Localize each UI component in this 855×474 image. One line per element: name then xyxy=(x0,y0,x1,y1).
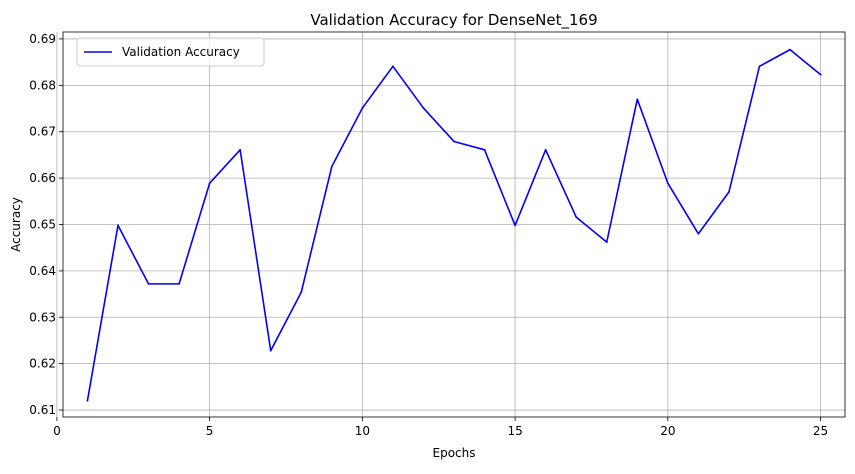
data-point xyxy=(605,241,608,244)
x-tick-label: 25 xyxy=(813,424,828,438)
data-point xyxy=(544,148,547,151)
data-point xyxy=(728,191,730,193)
y-tick-label: 0.61 xyxy=(29,403,56,417)
chart-title: Validation Accuracy for DenseNet_169 xyxy=(310,11,597,30)
series-line xyxy=(86,48,822,401)
y-tick-label: 0.63 xyxy=(29,310,56,324)
y-tick-label: 0.67 xyxy=(29,125,56,139)
data-point xyxy=(636,98,639,101)
data-point xyxy=(300,291,303,294)
y-tick-label: 0.65 xyxy=(29,218,56,232)
y-tick-label: 0.66 xyxy=(29,171,56,185)
data-point xyxy=(453,140,455,143)
legend: Validation Accuracy xyxy=(76,37,265,67)
y-tick-label: 0.62 xyxy=(29,357,56,371)
data-point xyxy=(789,48,791,51)
data-point xyxy=(178,282,180,285)
data-point xyxy=(819,73,822,76)
data-point xyxy=(361,107,364,109)
data-point xyxy=(86,399,89,402)
legend-box xyxy=(76,37,265,67)
y-tick-label: 0.64 xyxy=(29,264,56,278)
y-tick-label: 0.68 xyxy=(29,78,56,92)
y-axis-label: Accuracy xyxy=(9,197,23,252)
y-axis-ticks: 0.61 0.62 0.63 0.64 0.65 0.66 0.67 0.68 0.69 xyxy=(29,32,63,417)
x-tick-label: 20 xyxy=(660,424,675,438)
data-point xyxy=(575,216,578,218)
data-point xyxy=(483,148,486,151)
legend-label: Validation Accuracy xyxy=(122,45,240,59)
x-tick-label: 15 xyxy=(507,424,522,438)
x-axis-ticks: 0 5 10 15 20 25 xyxy=(53,417,828,438)
data-point xyxy=(666,182,669,185)
data-point xyxy=(422,107,425,109)
data-point xyxy=(239,148,242,151)
x-tick-label: 0 xyxy=(53,424,61,438)
x-axis-label: Epochs xyxy=(433,446,476,460)
data-point xyxy=(269,349,272,352)
data-point xyxy=(392,65,394,68)
y-tick-label: 0.69 xyxy=(29,32,56,46)
x-tick-label: 5 xyxy=(206,424,214,438)
data-point xyxy=(697,232,700,235)
data-point xyxy=(147,282,150,285)
grid xyxy=(56,32,845,417)
series-layer xyxy=(86,48,822,402)
x-tick-label: 10 xyxy=(355,424,370,438)
data-point xyxy=(208,182,211,185)
data-point xyxy=(117,224,119,227)
data-point xyxy=(330,165,333,168)
data-point xyxy=(514,224,516,227)
data-point xyxy=(758,65,761,68)
